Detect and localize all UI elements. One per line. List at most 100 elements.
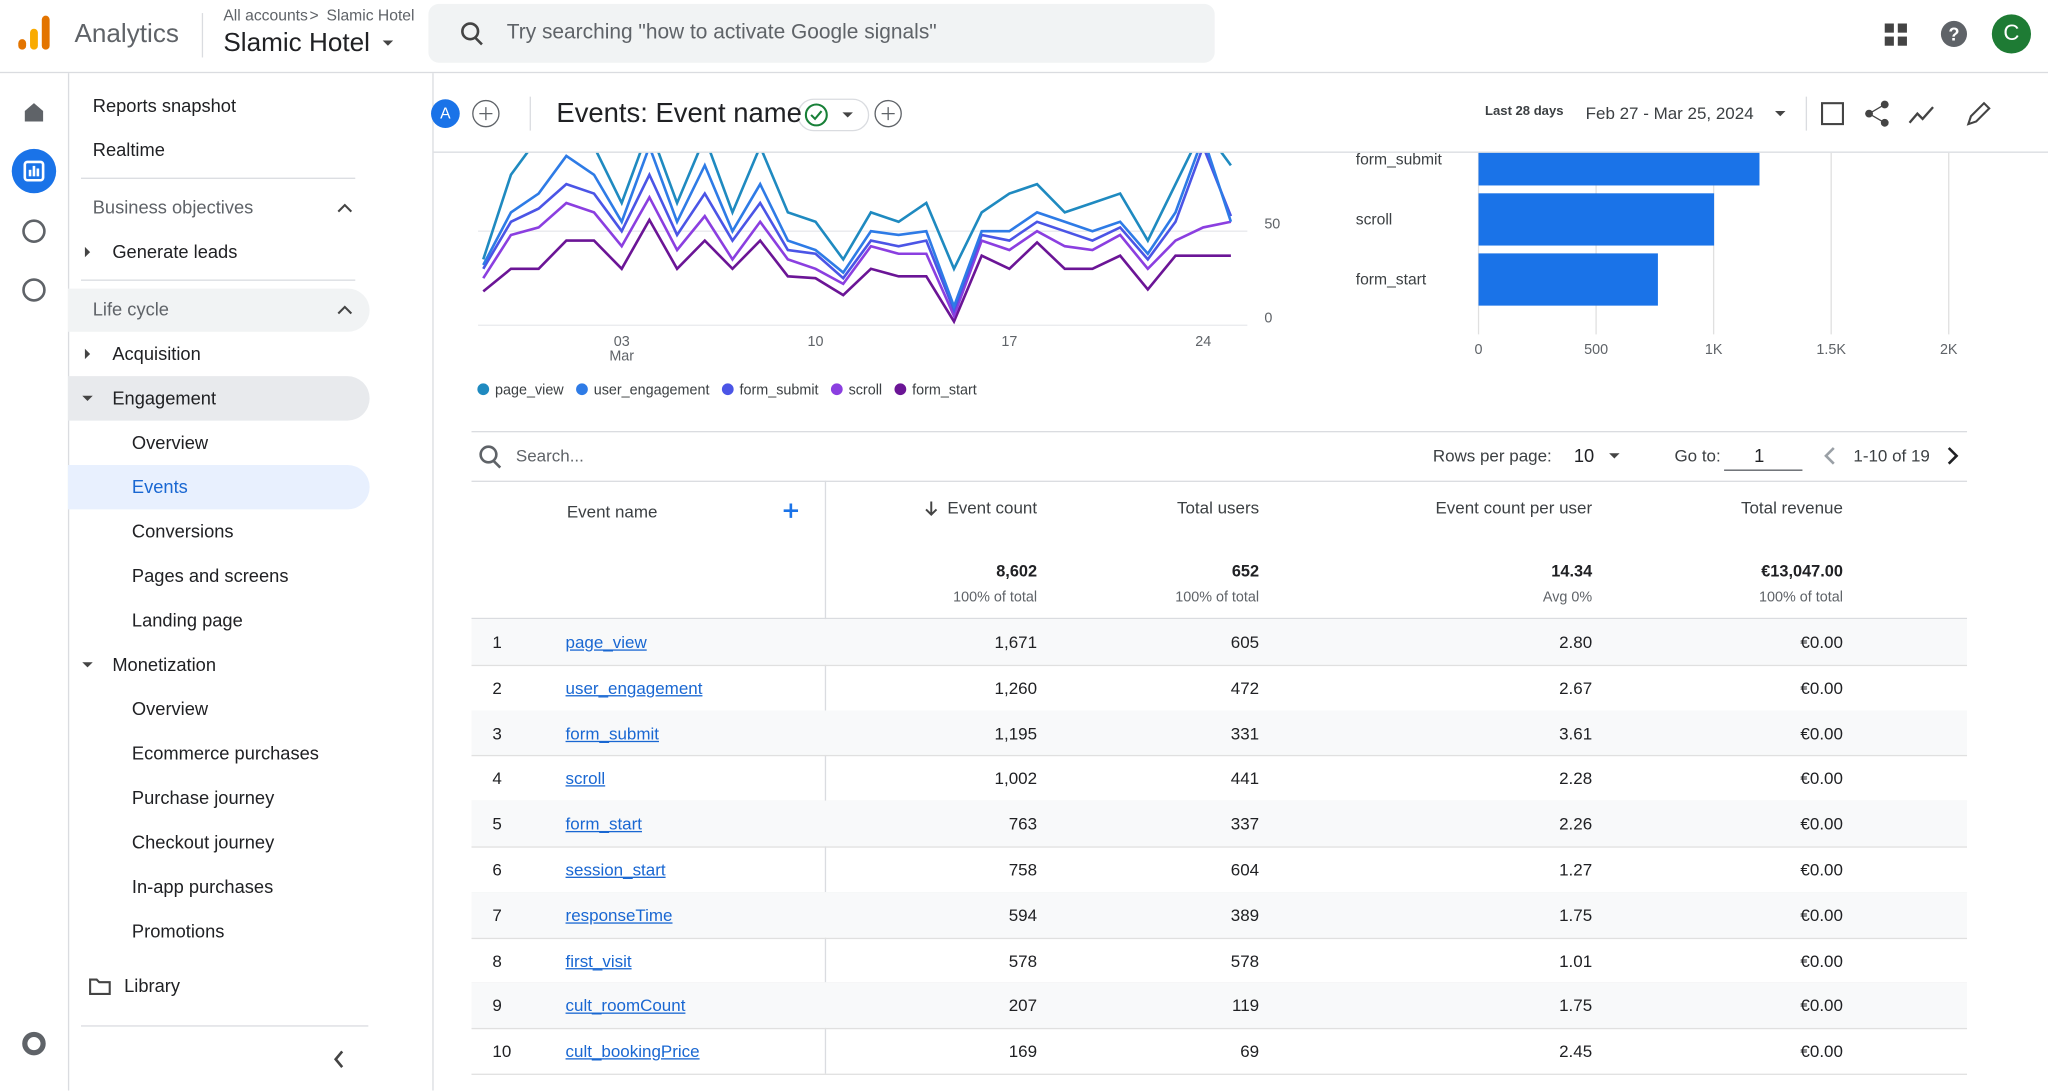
help-glyph: ?: [1948, 23, 1959, 44]
status-chip[interactable]: [798, 99, 869, 130]
nav-subitem[interactable]: Overview: [132, 432, 208, 454]
event-link[interactable]: form_submit: [566, 723, 659, 743]
cell: €0.00: [1800, 860, 1843, 880]
cell: 2.45: [1559, 1041, 1592, 1061]
row-border: [472, 1074, 1968, 1075]
nav-item[interactable]: Engagement: [112, 387, 216, 409]
nav-subitem[interactable]: Overview: [132, 698, 208, 720]
cell: €0.00: [1800, 950, 1843, 970]
goto-input[interactable]: 1: [1754, 445, 1764, 467]
customize-icon[interactable]: [1822, 103, 1843, 124]
event-link[interactable]: responseTime: [566, 905, 673, 925]
settings-icon[interactable]: [25, 1034, 43, 1052]
prev-page[interactable]: [1826, 448, 1834, 464]
add-dimension[interactable]: [784, 504, 798, 518]
breadcrumb-separator: >: [310, 6, 319, 25]
cell: 69: [1240, 1041, 1259, 1061]
event-link[interactable]: session_start: [566, 860, 666, 880]
row-border: [472, 1028, 1968, 1029]
cell: 578: [1231, 950, 1259, 970]
collapse-icon[interactable]: [336, 1051, 343, 1067]
event-link[interactable]: cult_bookingPrice: [566, 1041, 700, 1061]
row-bg: [472, 983, 1968, 1028]
breadcrumb[interactable]: Slamic Hotel: [327, 6, 415, 25]
table-search[interactable]: Search...: [516, 446, 584, 466]
plus: [479, 107, 492, 120]
nav-caret: [82, 662, 92, 667]
event-link[interactable]: cult_roomCount: [566, 996, 686, 1016]
nav-caret: [82, 396, 92, 401]
date-range[interactable]: Feb 27 - Mar 25, 2024: [1586, 103, 1754, 123]
nav-caret: [85, 247, 90, 257]
sort-arrow: [926, 502, 936, 515]
insights-icon[interactable]: [1910, 107, 1934, 123]
column-header[interactable]: Total users: [1177, 498, 1259, 518]
row-border: [472, 846, 1968, 847]
nav-subitem[interactable]: Landing page: [132, 609, 243, 631]
next-page[interactable]: [1949, 448, 1957, 464]
section-chevron: [338, 307, 351, 314]
column-header[interactable]: Event count: [947, 498, 1037, 518]
share-icon[interactable]: [1865, 101, 1889, 127]
advertising-icon[interactable]: [24, 280, 45, 301]
row-rank: 2: [492, 678, 501, 698]
column-header[interactable]: Total revenue: [1741, 498, 1843, 518]
nav-item[interactable]: Realtime: [93, 139, 165, 161]
cell: 207: [1009, 996, 1037, 1016]
check: [811, 111, 821, 119]
property-name[interactable]: Slamic Hotel: [223, 27, 370, 58]
search-placeholder[interactable]: Try searching "how to activate Google si…: [507, 20, 937, 45]
total-value: 14.34: [1551, 562, 1592, 582]
breadcrumb[interactable]: All accounts: [223, 6, 308, 25]
nav-item[interactable]: Monetization: [112, 654, 216, 676]
nav-library[interactable]: Library: [124, 975, 180, 997]
nav-subitem[interactable]: Pages and screens: [132, 565, 289, 587]
nav-subitem[interactable]: Events: [132, 476, 188, 498]
cell: 1.75: [1559, 905, 1592, 925]
nav-item[interactable]: Reports snapshot: [93, 95, 236, 117]
column-header[interactable]: Event count per user: [1435, 498, 1592, 518]
nav-item[interactable]: Acquisition: [112, 343, 200, 365]
event-link[interactable]: form_start: [566, 814, 642, 834]
apps-icon[interactable]: [1885, 24, 1907, 46]
nav-subitem[interactable]: Checkout journey: [132, 831, 274, 853]
rows-caret[interactable]: [1609, 453, 1619, 458]
row-bg: [472, 801, 1968, 846]
event-link[interactable]: user_engagement: [566, 678, 703, 698]
nav-caret: [85, 349, 90, 359]
nav-subitem[interactable]: Purchase journey: [132, 787, 274, 809]
cell: €0.00: [1800, 723, 1843, 743]
nav-section-title[interactable]: Life cycle: [93, 299, 169, 321]
row-rank: 7: [492, 905, 501, 925]
cell: €0.00: [1800, 814, 1843, 834]
library-icon: [90, 980, 110, 994]
home-icon[interactable]: [25, 103, 43, 121]
event-link[interactable]: page_view: [566, 632, 647, 652]
nav-item[interactable]: Generate leads: [112, 241, 237, 263]
cell: 758: [1009, 860, 1037, 880]
event-link[interactable]: scroll: [566, 769, 606, 789]
nav-subitem[interactable]: Ecommerce purchases: [132, 743, 319, 765]
cell: 337: [1231, 814, 1259, 834]
rows-per-page[interactable]: 10: [1574, 445, 1594, 467]
property-caret[interactable]: [383, 40, 393, 45]
event-link[interactable]: first_visit: [566, 950, 632, 970]
cell: 119: [1232, 996, 1259, 1016]
row-bg: [472, 892, 1968, 937]
row-rank: 4: [492, 769, 501, 789]
nav-subitem[interactable]: In-app purchases: [132, 876, 273, 898]
row-border: [472, 755, 1968, 756]
cell: 2.28: [1559, 769, 1592, 789]
explore-icon[interactable]: [24, 221, 45, 242]
column-header[interactable]: Event name: [567, 502, 658, 522]
nav-subitem[interactable]: Promotions: [132, 920, 224, 942]
row-bg: [472, 619, 1968, 664]
logo: [18, 16, 49, 50]
nav-section-title[interactable]: Business objectives: [93, 197, 254, 219]
total-note: 100% of total: [1175, 590, 1259, 607]
nav-subitem[interactable]: Conversions: [132, 521, 234, 543]
edit-icon[interactable]: [1968, 103, 1989, 124]
row-rank: 1: [492, 632, 501, 652]
